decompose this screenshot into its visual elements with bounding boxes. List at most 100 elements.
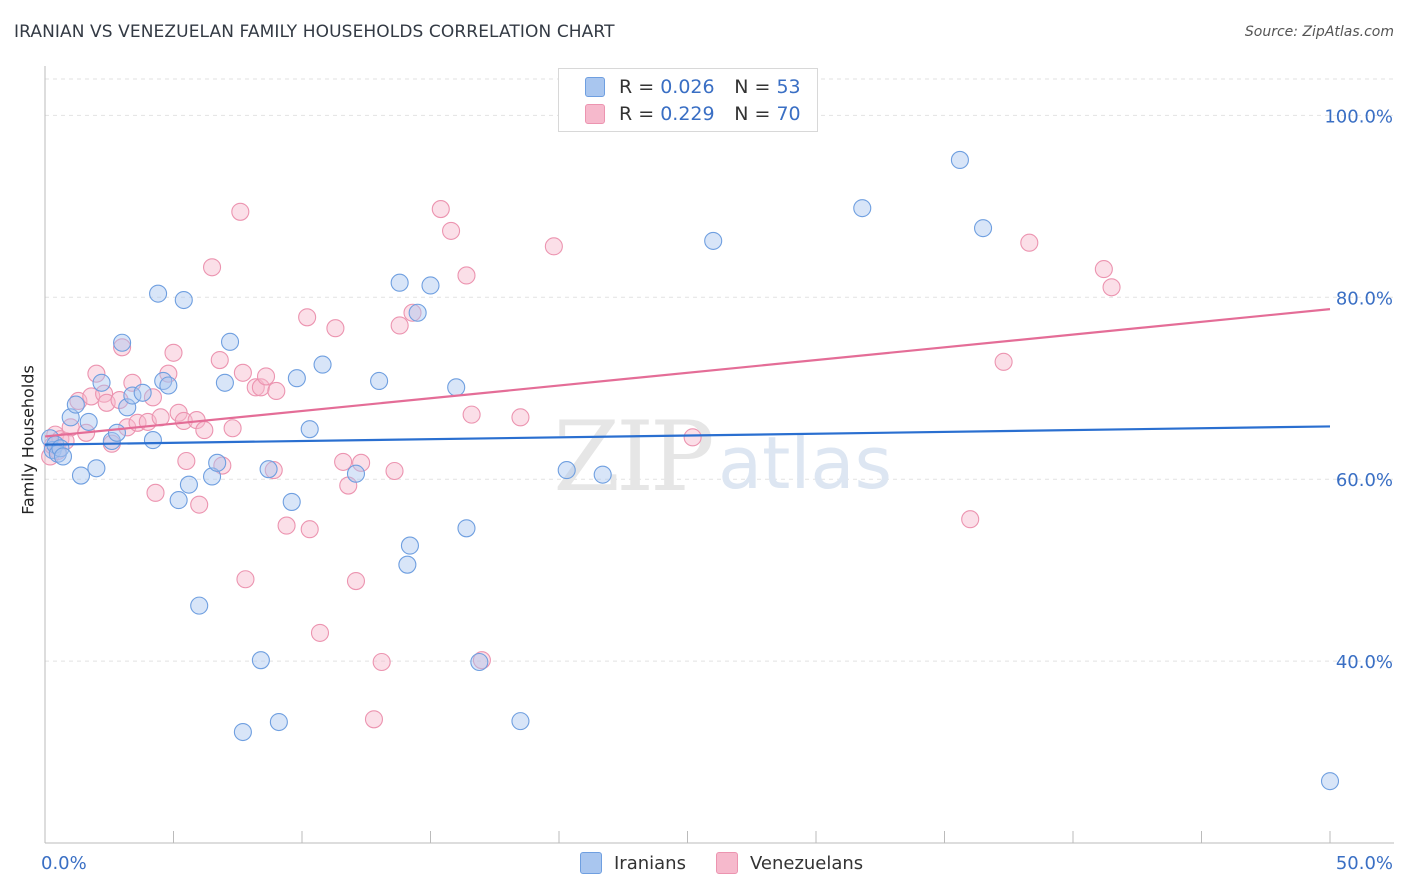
venezuelans-point xyxy=(277,516,296,535)
venezuelans-point xyxy=(1020,233,1039,252)
iranians-point xyxy=(179,475,198,494)
iranians-point xyxy=(1320,772,1340,791)
iranians-point xyxy=(251,651,270,670)
series-legend: Iranians Venezuelans xyxy=(580,852,893,874)
iranians-point xyxy=(79,412,98,431)
venezuelans-point xyxy=(1094,260,1113,279)
r-label: R = xyxy=(619,76,655,98)
venezuelans-point xyxy=(195,421,214,440)
venezuelans-point xyxy=(346,572,366,591)
iranians-point xyxy=(203,467,222,486)
venezuelans-point xyxy=(203,258,222,277)
iranians-point xyxy=(71,466,91,485)
venezuelans-point xyxy=(372,652,391,672)
venezuelans-point xyxy=(544,237,563,256)
iranians-point xyxy=(300,420,319,439)
legend-item-venezuelans[interactable]: Venezuelans xyxy=(715,852,864,874)
iranians-point xyxy=(66,395,85,414)
venezuelans-point xyxy=(385,461,404,481)
venezuelans-point xyxy=(390,316,409,335)
iranians-trend-line xyxy=(44,425,1331,446)
iranians-point xyxy=(233,722,252,742)
legend-swatch-venezuelans xyxy=(585,104,605,124)
venezuelans-point xyxy=(256,367,276,386)
n-label: N = xyxy=(734,76,771,98)
iranians-point xyxy=(53,447,73,466)
venezuelans-point xyxy=(210,350,229,370)
venezuelans-point xyxy=(177,451,196,471)
venezuelans-point xyxy=(300,520,319,539)
iranians-point xyxy=(113,333,132,352)
iranians-point xyxy=(950,150,969,169)
venezuelans-point xyxy=(251,378,270,397)
venezuelans-point xyxy=(223,419,242,438)
r-value: 0.229 xyxy=(660,103,715,125)
iranians-point xyxy=(118,398,137,417)
venezuelans-point xyxy=(310,623,330,642)
venezuelans-point xyxy=(457,266,476,285)
n-label: N = xyxy=(734,103,771,125)
venezuelans-point xyxy=(334,452,353,471)
venezuelans-point xyxy=(352,453,371,472)
iranians-point xyxy=(408,303,427,322)
y-tick-label: 40.0% xyxy=(1336,652,1393,673)
iranians-point xyxy=(133,383,152,402)
iranians-point xyxy=(174,290,193,310)
venezuelans-point xyxy=(961,510,980,529)
venezuelans-point xyxy=(87,364,106,383)
iranians-point xyxy=(370,371,389,391)
venezuelans-point xyxy=(994,352,1013,371)
iranians-point xyxy=(557,461,576,480)
iranians-point xyxy=(421,276,440,295)
iranians-point xyxy=(593,465,612,484)
iranians-point xyxy=(398,555,417,574)
venezuelans-point xyxy=(511,408,530,427)
legend-swatch-iranians xyxy=(585,77,605,97)
iranians-point xyxy=(107,423,127,442)
n-value: 70 xyxy=(776,103,801,125)
legend-row-venezuelans: R = 0.229 N = 70 xyxy=(585,102,801,126)
legend-item-iranians[interactable]: Iranians xyxy=(580,852,686,874)
iranians-points xyxy=(41,150,1340,791)
legend-label-venezuelans: Venezuelans xyxy=(749,852,864,874)
iranians-point xyxy=(973,219,993,238)
iranians-point xyxy=(313,355,332,374)
venezuelans-point xyxy=(231,202,250,221)
watermark-zip: ZIP xyxy=(553,401,712,513)
y-tick-label: 100.0% xyxy=(1324,106,1393,127)
venezuelans-point xyxy=(326,319,345,338)
x-tick-label: 0.0% xyxy=(41,853,87,874)
venezuelans-trend-line xyxy=(44,308,1331,438)
venezuelans-point xyxy=(431,200,450,219)
legend-row-iranians: R = 0.026 N = 53 xyxy=(585,75,801,99)
venezuelans-point xyxy=(683,428,702,447)
x-tick-label: 50.0% xyxy=(1336,853,1393,874)
iranians-point xyxy=(92,373,111,392)
n-value: 53 xyxy=(776,76,801,98)
iranians-point xyxy=(215,373,234,392)
venezuelans-point xyxy=(264,461,283,480)
tick-labels: 40.0% 60.0% 80.0% 100.0% 0.0% 50.0% xyxy=(41,106,1393,874)
venezuelans-point xyxy=(236,570,255,589)
iranians-point xyxy=(149,284,168,303)
venezuelans-point xyxy=(1102,278,1121,297)
r-value: 0.026 xyxy=(660,76,715,98)
y-axis-label: Family Households xyxy=(18,365,38,515)
venezuelans-point xyxy=(442,221,461,240)
iranians-point xyxy=(208,453,227,472)
legend-label-iranians: Iranians xyxy=(614,852,686,874)
venezuelans-point xyxy=(113,338,132,357)
iranians-point xyxy=(400,536,419,555)
legend-swatch-venezuelans xyxy=(715,852,738,874)
venezuelans-point xyxy=(164,343,183,362)
venezuelans-point xyxy=(298,308,317,327)
legend-swatch-iranians xyxy=(580,852,602,874)
venezuelans-point xyxy=(364,710,384,729)
iranians-point xyxy=(704,231,723,250)
r-label: R = xyxy=(619,103,655,125)
venezuelans-point xyxy=(190,495,209,514)
venezuelans-point xyxy=(462,405,481,424)
venezuelans-point xyxy=(233,363,252,382)
iranians-point xyxy=(282,492,301,511)
